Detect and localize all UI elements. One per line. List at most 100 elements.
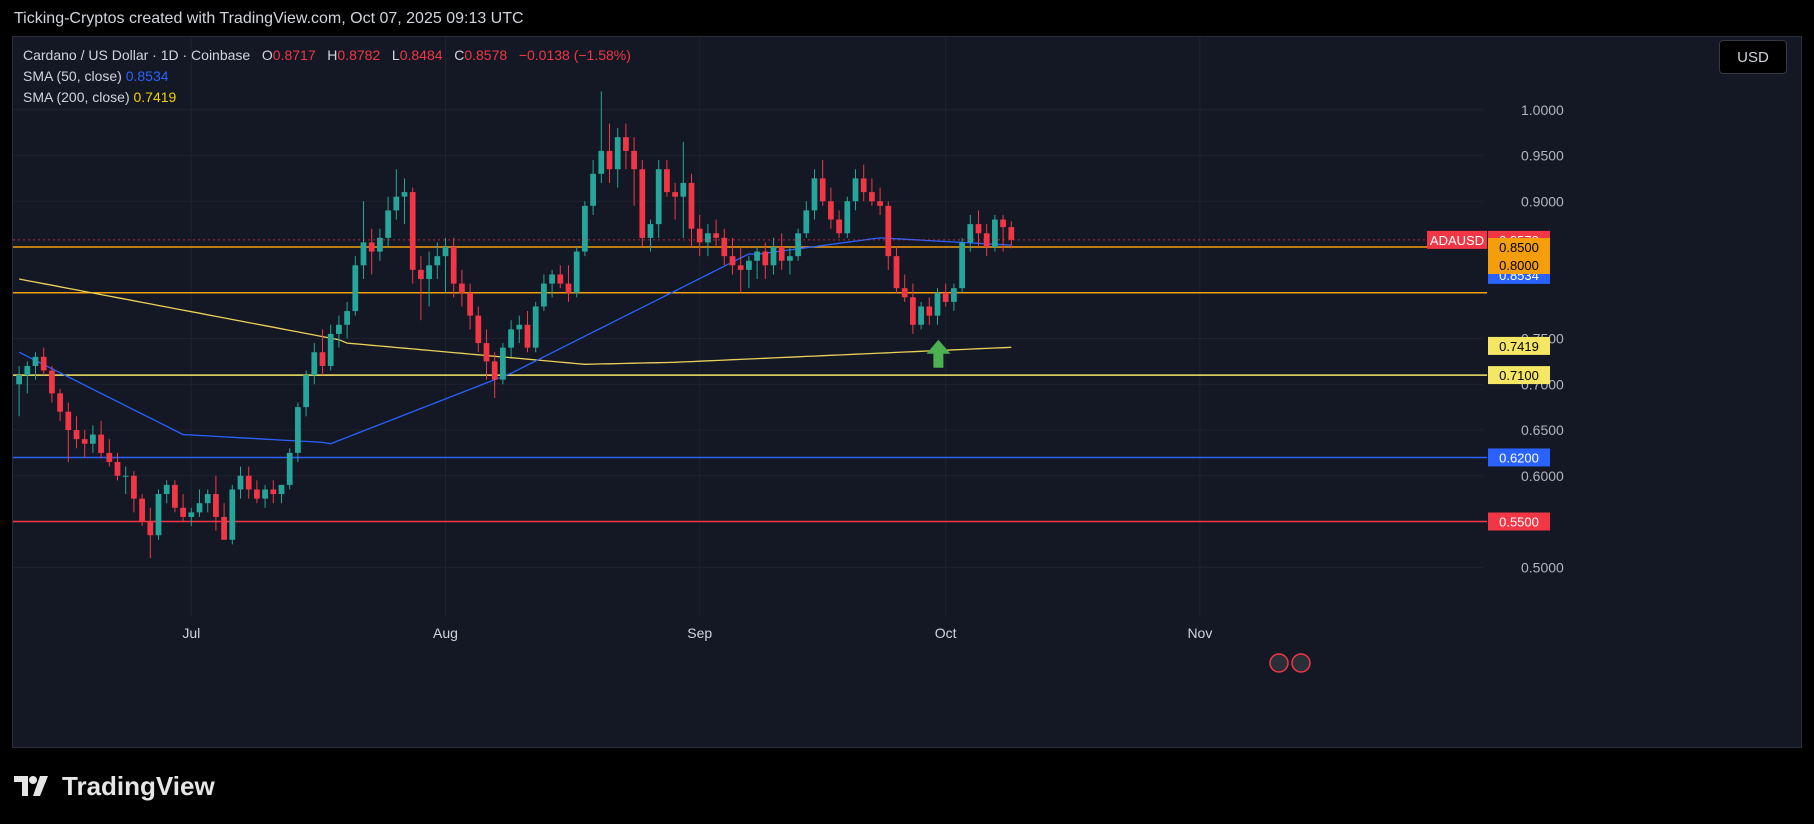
candle-body xyxy=(172,484,178,508)
candle-body xyxy=(549,274,555,284)
candle-body xyxy=(81,439,88,444)
candle-body xyxy=(844,201,851,234)
close-label: C xyxy=(454,47,465,63)
price-chart[interactable]: 0.50000.60000.65000.70000.75000.90000.95… xyxy=(13,37,1802,748)
candle-body xyxy=(836,219,842,234)
level-tag xyxy=(1488,448,1550,467)
chart-legend: Cardano / US Dollar · 1D · Coinbase O 0.8… xyxy=(23,45,631,108)
candle-body xyxy=(729,256,736,266)
x-tick-label: Oct xyxy=(935,625,957,641)
candle-body xyxy=(541,283,547,307)
symbol-name[interactable]: Cardano / US Dollar · 1D · Coinbase xyxy=(23,47,251,63)
candle-body xyxy=(459,283,465,293)
candle-body xyxy=(877,201,883,206)
candle-body xyxy=(418,269,424,280)
candle-body xyxy=(155,494,162,536)
candle-body xyxy=(885,205,892,257)
symbol-row[interactable]: Cardano / US Dollar · 1D · Coinbase O 0.8… xyxy=(23,45,631,66)
level-tag xyxy=(1488,366,1550,385)
event-flag-icon xyxy=(1269,653,1289,673)
candle-body xyxy=(713,233,719,238)
candle-body xyxy=(229,489,236,540)
candle-body xyxy=(737,265,744,270)
candle-body xyxy=(606,150,613,170)
candle-body xyxy=(188,512,195,517)
x-tick-label: Sep xyxy=(687,625,712,641)
candle-body xyxy=(705,233,711,243)
candle-body xyxy=(598,150,605,174)
candle-body xyxy=(131,475,137,499)
candle-body xyxy=(926,306,933,316)
sma50-row[interactable]: SMA (50, close) 0.8534 xyxy=(23,66,631,87)
close-value: 0.8578 xyxy=(464,47,508,63)
candle-body xyxy=(40,356,47,371)
candle-body xyxy=(336,324,342,334)
sma200-value: 0.7419 xyxy=(133,89,177,105)
candle-body xyxy=(696,228,703,243)
candle-body xyxy=(311,352,318,376)
candle-body xyxy=(303,375,309,408)
candle-body xyxy=(942,292,949,302)
candle-body xyxy=(754,251,760,261)
candle-body xyxy=(631,150,637,170)
candle-body xyxy=(106,452,113,463)
candle-body xyxy=(450,247,457,284)
candle-body xyxy=(787,256,793,261)
sma200-row[interactable]: SMA (200, close) 0.7419 xyxy=(23,87,631,108)
candle-body xyxy=(483,343,490,362)
candle-body xyxy=(163,484,170,495)
candle-body xyxy=(778,247,785,261)
candle-body xyxy=(98,434,104,453)
candle-body xyxy=(975,224,982,234)
candle-body xyxy=(811,178,818,211)
tradingview-footer[interactable]: TradingView xyxy=(14,768,215,804)
sma200-tag-value: 0.7419 xyxy=(1499,339,1539,354)
candle-body xyxy=(639,169,646,238)
level-tag xyxy=(1488,512,1550,531)
event-flag-icon xyxy=(1291,653,1311,673)
level-tag-value: 0.5500 xyxy=(1499,515,1539,530)
open-label: O xyxy=(261,47,273,63)
candle-body xyxy=(532,306,539,348)
candle-body xyxy=(795,233,801,257)
candle-body xyxy=(204,494,211,504)
candle-body xyxy=(344,311,350,325)
x-tick-label: Jul xyxy=(182,625,200,641)
sma200-tag xyxy=(1488,336,1550,355)
candle-body xyxy=(565,283,572,293)
x-tick-label: Aug xyxy=(433,625,458,641)
candle-body xyxy=(377,237,383,252)
candle-body xyxy=(721,237,728,257)
high-label: H xyxy=(327,47,338,63)
candle-body xyxy=(385,210,391,238)
chart-caption: Ticking-Cryptos created with TradingView… xyxy=(0,0,1814,36)
y-tick-label: 0.9000 xyxy=(1521,193,1564,209)
candle-body xyxy=(992,219,998,247)
candle-body xyxy=(647,224,654,238)
candle-body xyxy=(623,137,629,151)
candle-body xyxy=(196,503,203,513)
candle-body xyxy=(360,242,367,266)
candle-body xyxy=(664,169,670,193)
candle-body xyxy=(147,521,154,536)
level-tag-value: 0.8500 xyxy=(1499,240,1539,255)
currency-button[interactable]: USD xyxy=(1719,40,1787,74)
candle-body xyxy=(278,484,285,495)
symbol-tag xyxy=(1427,230,1487,249)
candle-body xyxy=(57,393,63,412)
candle-body xyxy=(893,256,900,289)
candle-body xyxy=(319,352,326,366)
candle-body xyxy=(1000,219,1006,228)
candle-body xyxy=(295,407,301,453)
candle-body xyxy=(967,224,974,243)
tradingview-logo-icon xyxy=(14,776,48,796)
candle-body xyxy=(237,475,244,490)
change-value: −0.0138 (−1.58%) xyxy=(518,47,631,63)
candle-body xyxy=(393,196,400,211)
chart-panel[interactable]: 0.50000.60000.65000.70000.75000.90000.95… xyxy=(12,36,1802,748)
candle-body xyxy=(352,265,359,312)
tradingview-brand: TradingView xyxy=(62,770,215,801)
y-tick-label: 0.6000 xyxy=(1521,468,1564,484)
candle-body xyxy=(918,306,924,325)
candle-body xyxy=(852,178,859,202)
